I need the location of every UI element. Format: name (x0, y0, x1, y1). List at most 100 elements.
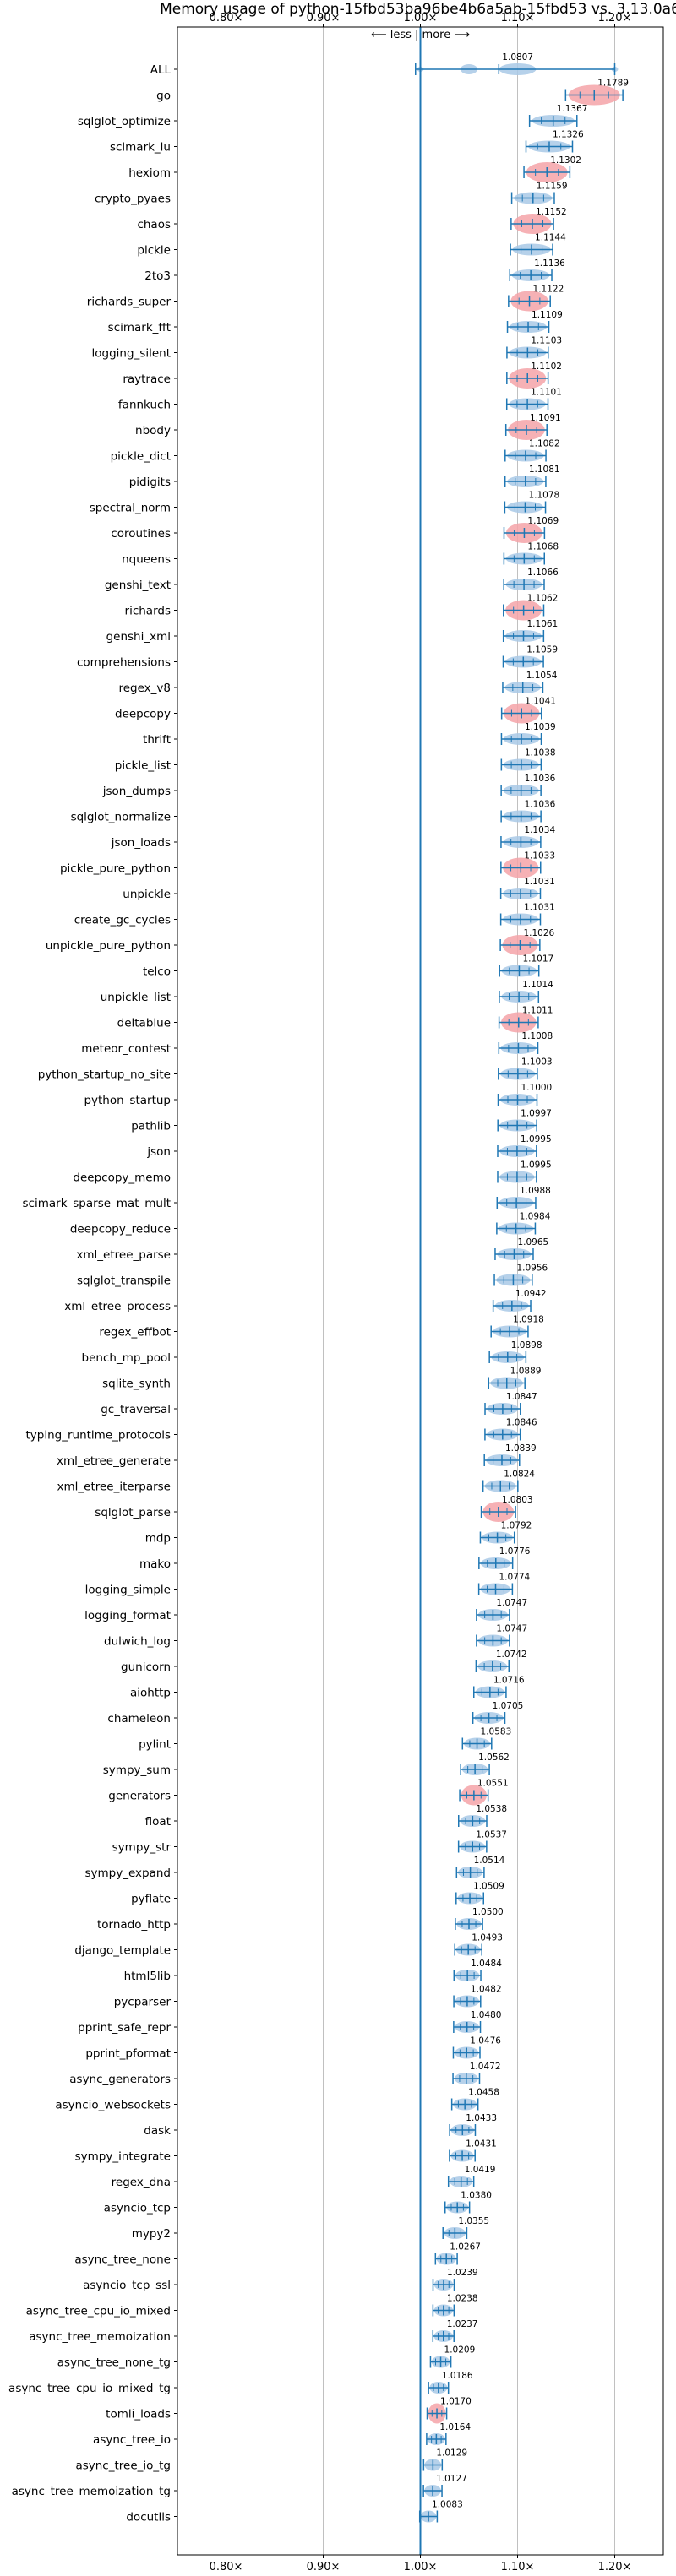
value-label: 1.1033 (524, 851, 555, 861)
violin-mark (449, 2124, 477, 2136)
violin-mark (488, 1351, 527, 1363)
benchmark-label: genshi_text (105, 579, 171, 592)
benchmark-label: pidigits (129, 476, 171, 489)
benchmark-label: async_tree_memoization_tg (12, 2485, 171, 2498)
violin-mark (477, 1583, 514, 1595)
value-label: 1.0480 (471, 2010, 502, 2020)
violin-mark (500, 857, 542, 878)
value-label: 1.1302 (550, 155, 581, 166)
benchmark-label: unpickle (123, 888, 171, 901)
bottom-tick-label: 1.20× (598, 2561, 632, 2573)
benchmark-label: xml_etree_generate (57, 1454, 171, 1468)
violin-mark (505, 398, 549, 410)
benchmark-label: deepcopy_reduce (70, 1223, 171, 1236)
benchmark-label: pprint_safe_repr (78, 2021, 171, 2035)
value-label: 1.1036 (525, 800, 556, 810)
value-label: 1.1036 (525, 774, 556, 784)
value-label: 1.0237 (447, 2319, 478, 2329)
value-label: 1.0803 (502, 1495, 533, 1505)
violin-mark (500, 703, 542, 724)
violin-mark (504, 449, 547, 462)
value-label: 1.0431 (466, 2139, 497, 2149)
violin-mark (528, 115, 578, 127)
benchmark-label: async_tree_cpu_io_mixed_tg (8, 2382, 171, 2395)
benchmark-label: xml_etree_parse (76, 1248, 171, 1262)
violin-mark (500, 836, 542, 848)
top-tick-label: 1.00× (404, 12, 438, 24)
value-label: 1.1082 (529, 439, 560, 449)
value-label: 1.0984 (520, 1212, 551, 1222)
benchmark-label: scimark_lu (110, 141, 171, 155)
violin-mark (442, 2227, 468, 2239)
benchmark-label: unpickle_pure_python (46, 939, 171, 953)
violin-mark (497, 1094, 538, 1106)
violin-mark (450, 2098, 479, 2111)
violin-mark (502, 682, 544, 693)
value-label: 1.0965 (517, 1237, 548, 1247)
violin-mark (497, 1145, 537, 1157)
violin-mark (510, 192, 555, 204)
benchmark-label: regex_dna (112, 2176, 171, 2189)
value-label: 1.1008 (521, 1031, 553, 1041)
benchmark-label: pickle_list (115, 759, 171, 773)
violin-mark (499, 888, 542, 899)
value-label: 1.1152 (536, 207, 567, 217)
top-tick-label: 0.90× (307, 12, 341, 24)
violin-mark (506, 321, 550, 333)
value-label: 1.1031 (524, 877, 555, 887)
value-label: 1.0164 (439, 2422, 471, 2432)
benchmark-label: pathlib (131, 1120, 171, 1133)
bottom-tick-label: 1.10× (501, 2561, 535, 2573)
violin-mark (478, 1557, 514, 1569)
violin-mark (500, 785, 542, 796)
value-label: 1.1014 (522, 980, 553, 990)
benchmark-label: json_loads (111, 836, 171, 850)
value-label: 1.0433 (466, 2113, 497, 2123)
value-label: 1.0472 (470, 2062, 501, 2072)
value-label: 1.0824 (504, 1470, 535, 1480)
benchmark-label: go (156, 90, 171, 103)
benchmark-label: raytrace (123, 372, 171, 386)
value-label: 1.1091 (530, 413, 561, 423)
value-label: 1.1031 (524, 903, 555, 913)
benchmark-label: python_startup_no_site (38, 1068, 171, 1082)
value-label: 1.0995 (521, 1134, 552, 1144)
benchmark-label: ALL (150, 63, 172, 77)
violin-mark (476, 1634, 510, 1647)
violin-mark (461, 1737, 493, 1750)
benchmark-label: mypy2 (132, 2227, 171, 2241)
benchmark-label: async_tree_cpu_io_mixed (26, 2305, 171, 2318)
value-label: 1.0380 (461, 2191, 492, 2201)
value-label: 1.0997 (521, 1109, 552, 1119)
benchmark-label: spectral_norm (90, 502, 171, 515)
benchmark-label: async_tree_none (74, 2253, 171, 2267)
benchmark-label: pickle (137, 244, 171, 258)
value-label: 1.0774 (499, 1573, 531, 1583)
value-label: 1.0129 (436, 2448, 467, 2459)
violin-mark (415, 63, 619, 75)
value-label: 1.0742 (496, 1649, 527, 1660)
violin-mark (460, 1764, 490, 1775)
benchmark-label: scimark_sparse_mat_mult (23, 1197, 171, 1210)
value-label: 1.1068 (527, 542, 559, 552)
benchmark-label: create_gc_cycles (74, 914, 171, 927)
violin-mark (506, 368, 549, 389)
violin-mark (502, 630, 545, 642)
value-label: 1.1039 (525, 722, 556, 732)
benchmark-label: sqlglot_normalize (71, 811, 171, 824)
value-label: 1.0918 (513, 1315, 544, 1325)
violin-mark (454, 1943, 482, 1956)
benchmark-label: sqlglot_optimize (78, 115, 171, 128)
benchmark-label: pyflate (131, 1893, 171, 1906)
value-label: 1.1789 (597, 79, 629, 89)
benchmark-label: pycparser (114, 1996, 172, 2009)
violin-mark (452, 2046, 481, 2059)
value-label: 1.0807 (502, 52, 533, 62)
violin-mark (503, 600, 545, 621)
value-label: 1.1041 (525, 697, 556, 707)
violin-mark (510, 243, 553, 256)
value-label: 1.0493 (472, 1933, 503, 1943)
benchmark-label: logging_simple (85, 1584, 171, 1597)
value-label: 1.0889 (510, 1367, 542, 1377)
